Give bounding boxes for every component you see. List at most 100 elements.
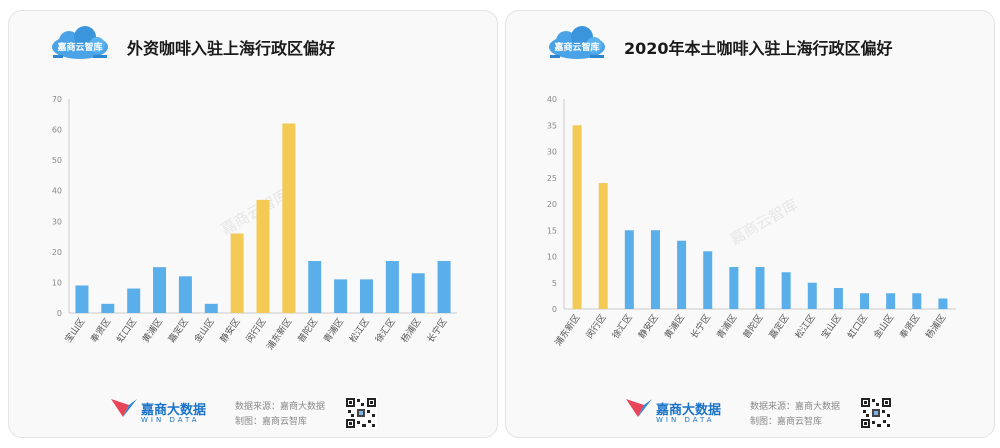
bar (572, 125, 582, 309)
bar (677, 240, 687, 309)
bar (807, 282, 817, 309)
y-tick-label: 20 (52, 248, 62, 257)
x-tick-label: 黄浦区 (662, 312, 687, 341)
brand-name: 嘉商大数据 (656, 403, 722, 418)
x-tick-label: 虹口区 (115, 316, 140, 344)
footer: 嘉商大数据 WIN DATA 数据来源：嘉商大数据 制图：嘉商云智库 (624, 395, 892, 435)
x-tick-label: 闵行区 (243, 316, 268, 345)
bar (650, 230, 660, 309)
chart-title: 外资咖啡入驻上海行政区偏好 (127, 39, 336, 58)
y-tick-label: 40 (52, 187, 62, 196)
x-tick-label: 金山区 (191, 316, 216, 345)
x-tick-label: 奉贤区 (897, 312, 922, 341)
y-tick-label: 35 (547, 121, 557, 130)
x-tick-label: 静安区 (636, 312, 661, 341)
x-tick-label: 长宁区 (424, 316, 449, 345)
x-tick-label: 虹口区 (845, 312, 870, 340)
x-tick-label: 浦东新区 (552, 312, 582, 348)
brand-name: 嘉商大数据 (141, 403, 207, 418)
qr-code-icon (860, 397, 892, 429)
x-tick-label: 青浦区 (321, 316, 346, 345)
data-source: 数据来源：嘉商大数据 (235, 402, 326, 412)
data-source: 数据来源：嘉商大数据 (750, 402, 841, 412)
cloud-logo-icon: 嘉商云智库 (549, 26, 605, 59)
bar (334, 279, 348, 313)
logo-text: 嘉商云智库 (56, 41, 102, 53)
y-tick-label: 30 (547, 148, 557, 157)
bar (282, 123, 296, 313)
x-tick-label: 徐汇区 (609, 312, 634, 341)
bar (101, 303, 115, 313)
x-tick-label: 静安区 (217, 316, 242, 345)
bar (624, 230, 634, 309)
bar-chart-right: 0 5 10 15 20 25 30 35 40 浦东新区 闵行区 徐汇区 静安区 黄浦区 长宁区 青浦区 普陀… (547, 95, 956, 348)
y-tick-label: 50 (52, 156, 62, 165)
bar (598, 183, 608, 309)
chart-title: 2020年本土咖啡入驻上海行政区偏好 (624, 39, 893, 58)
cloud-logo-icon: 嘉商云智库 (52, 26, 108, 59)
y-tick-label: 10 (547, 253, 557, 262)
bar (755, 267, 765, 309)
bar (833, 288, 843, 309)
x-tick-label: 奉贤区 (88, 316, 113, 345)
x-tick-label: 长宁区 (688, 312, 713, 341)
brand-logo-icon (111, 399, 137, 417)
bar (781, 272, 791, 309)
logo-text: 嘉商云智库 (553, 41, 599, 53)
bar (204, 303, 218, 313)
x-tick-label: 嘉定区 (166, 316, 191, 345)
bar (411, 273, 425, 313)
bar (75, 285, 89, 313)
y-tick-label: 30 (52, 217, 62, 226)
y-tick-label: 40 (547, 95, 557, 104)
x-tick-label: 普陀区 (295, 316, 320, 345)
bar (127, 288, 141, 313)
y-tick-label: 70 (52, 95, 62, 104)
bar-chart-left: 0 10 20 30 40 50 60 70 宝山区 奉贤区 虹口区 黄浦区 嘉定区 金山区 静安区 闵行区浦… (52, 95, 457, 352)
x-tick-label: 青浦区 (714, 312, 739, 341)
bar (178, 276, 192, 313)
x-tick-label: 松江区 (792, 312, 817, 341)
x-tick-label: 松江区 (347, 316, 372, 345)
y-tick-label: 0 (57, 309, 62, 318)
bar (359, 279, 373, 313)
x-tick-label: 徐汇区 (372, 316, 397, 345)
x-tick-label: 普陀区 (740, 312, 765, 341)
bar (308, 261, 322, 313)
x-tick-label: 杨浦区 (398, 316, 423, 345)
y-tick-label: 60 (52, 126, 62, 135)
y-tick-label: 0 (552, 305, 557, 314)
x-tick-label: 黄浦区 (140, 316, 165, 345)
bar (886, 293, 896, 309)
brand-subtitle: WIN DATA (141, 416, 200, 424)
x-tick-label: 杨浦区 (923, 312, 948, 341)
y-tick-label: 5 (552, 279, 557, 288)
x-tick-label: 宝山区 (62, 316, 87, 345)
bar (230, 233, 244, 313)
x-tick-label: 金山区 (871, 312, 896, 341)
bar (256, 199, 270, 313)
bar (938, 298, 948, 309)
chart-panel-left: 嘉商云智库 外资咖啡入驻上海行政区偏好 嘉商云智库 0 10 20 30 40 50 60 7… (8, 10, 498, 438)
x-tick-label: 嘉定区 (766, 312, 791, 341)
x-tick-label: 宝山区 (819, 312, 844, 341)
bar (912, 293, 922, 309)
y-tick-label: 20 (547, 200, 557, 209)
chart-panel-right: 嘉商云智库 2020年本土咖啡入驻上海行政区偏好 嘉商云智库 0 5 10 15 20 2… (505, 10, 995, 438)
bar (729, 267, 739, 309)
bar (703, 251, 713, 309)
chart-maker: 制图：嘉商云智库 (235, 417, 308, 427)
y-tick-label: 25 (547, 174, 557, 183)
bar (437, 261, 451, 313)
x-tick-label: 闵行区 (583, 312, 608, 341)
bar (860, 293, 870, 309)
bar (153, 267, 167, 313)
footer: 嘉商大数据 WIN DATA 数据来源：嘉商大数据 制图：嘉商云智库 (109, 395, 377, 435)
qr-code-icon (345, 397, 377, 429)
chart-maker: 制图：嘉商云智库 (750, 417, 823, 427)
x-tick-label: 浦东新区 (264, 316, 294, 352)
y-tick-label: 10 (52, 278, 62, 287)
brand-subtitle: WIN DATA (656, 416, 715, 424)
y-tick-label: 15 (547, 226, 557, 235)
bar (385, 261, 399, 313)
